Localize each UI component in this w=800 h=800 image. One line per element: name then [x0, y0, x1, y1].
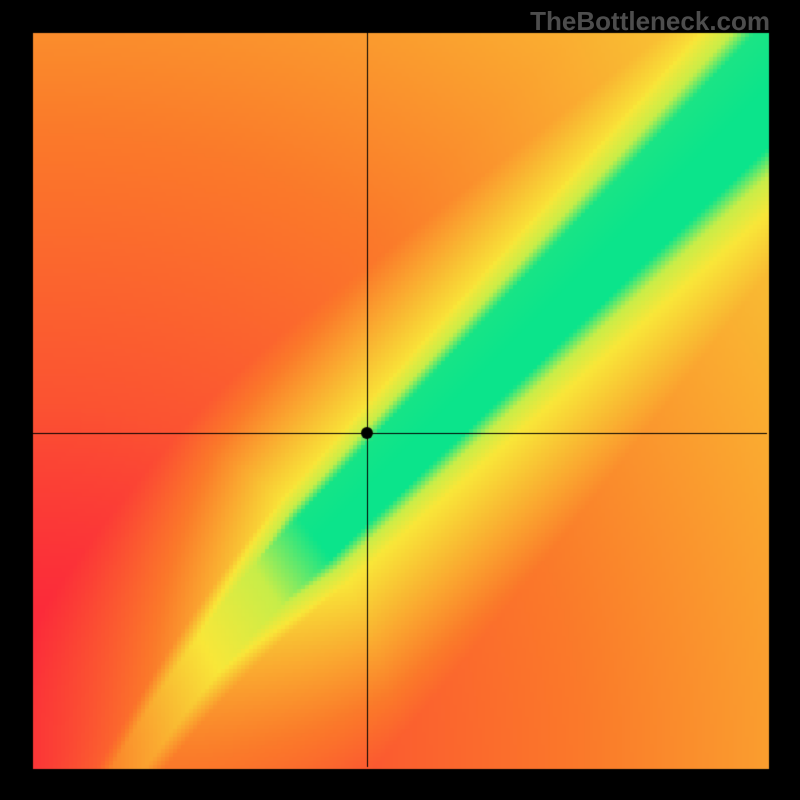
chart-container: TheBottleneck.com: [0, 0, 800, 800]
watermark-text: TheBottleneck.com: [530, 6, 770, 37]
bottleneck-heatmap: [0, 0, 800, 800]
